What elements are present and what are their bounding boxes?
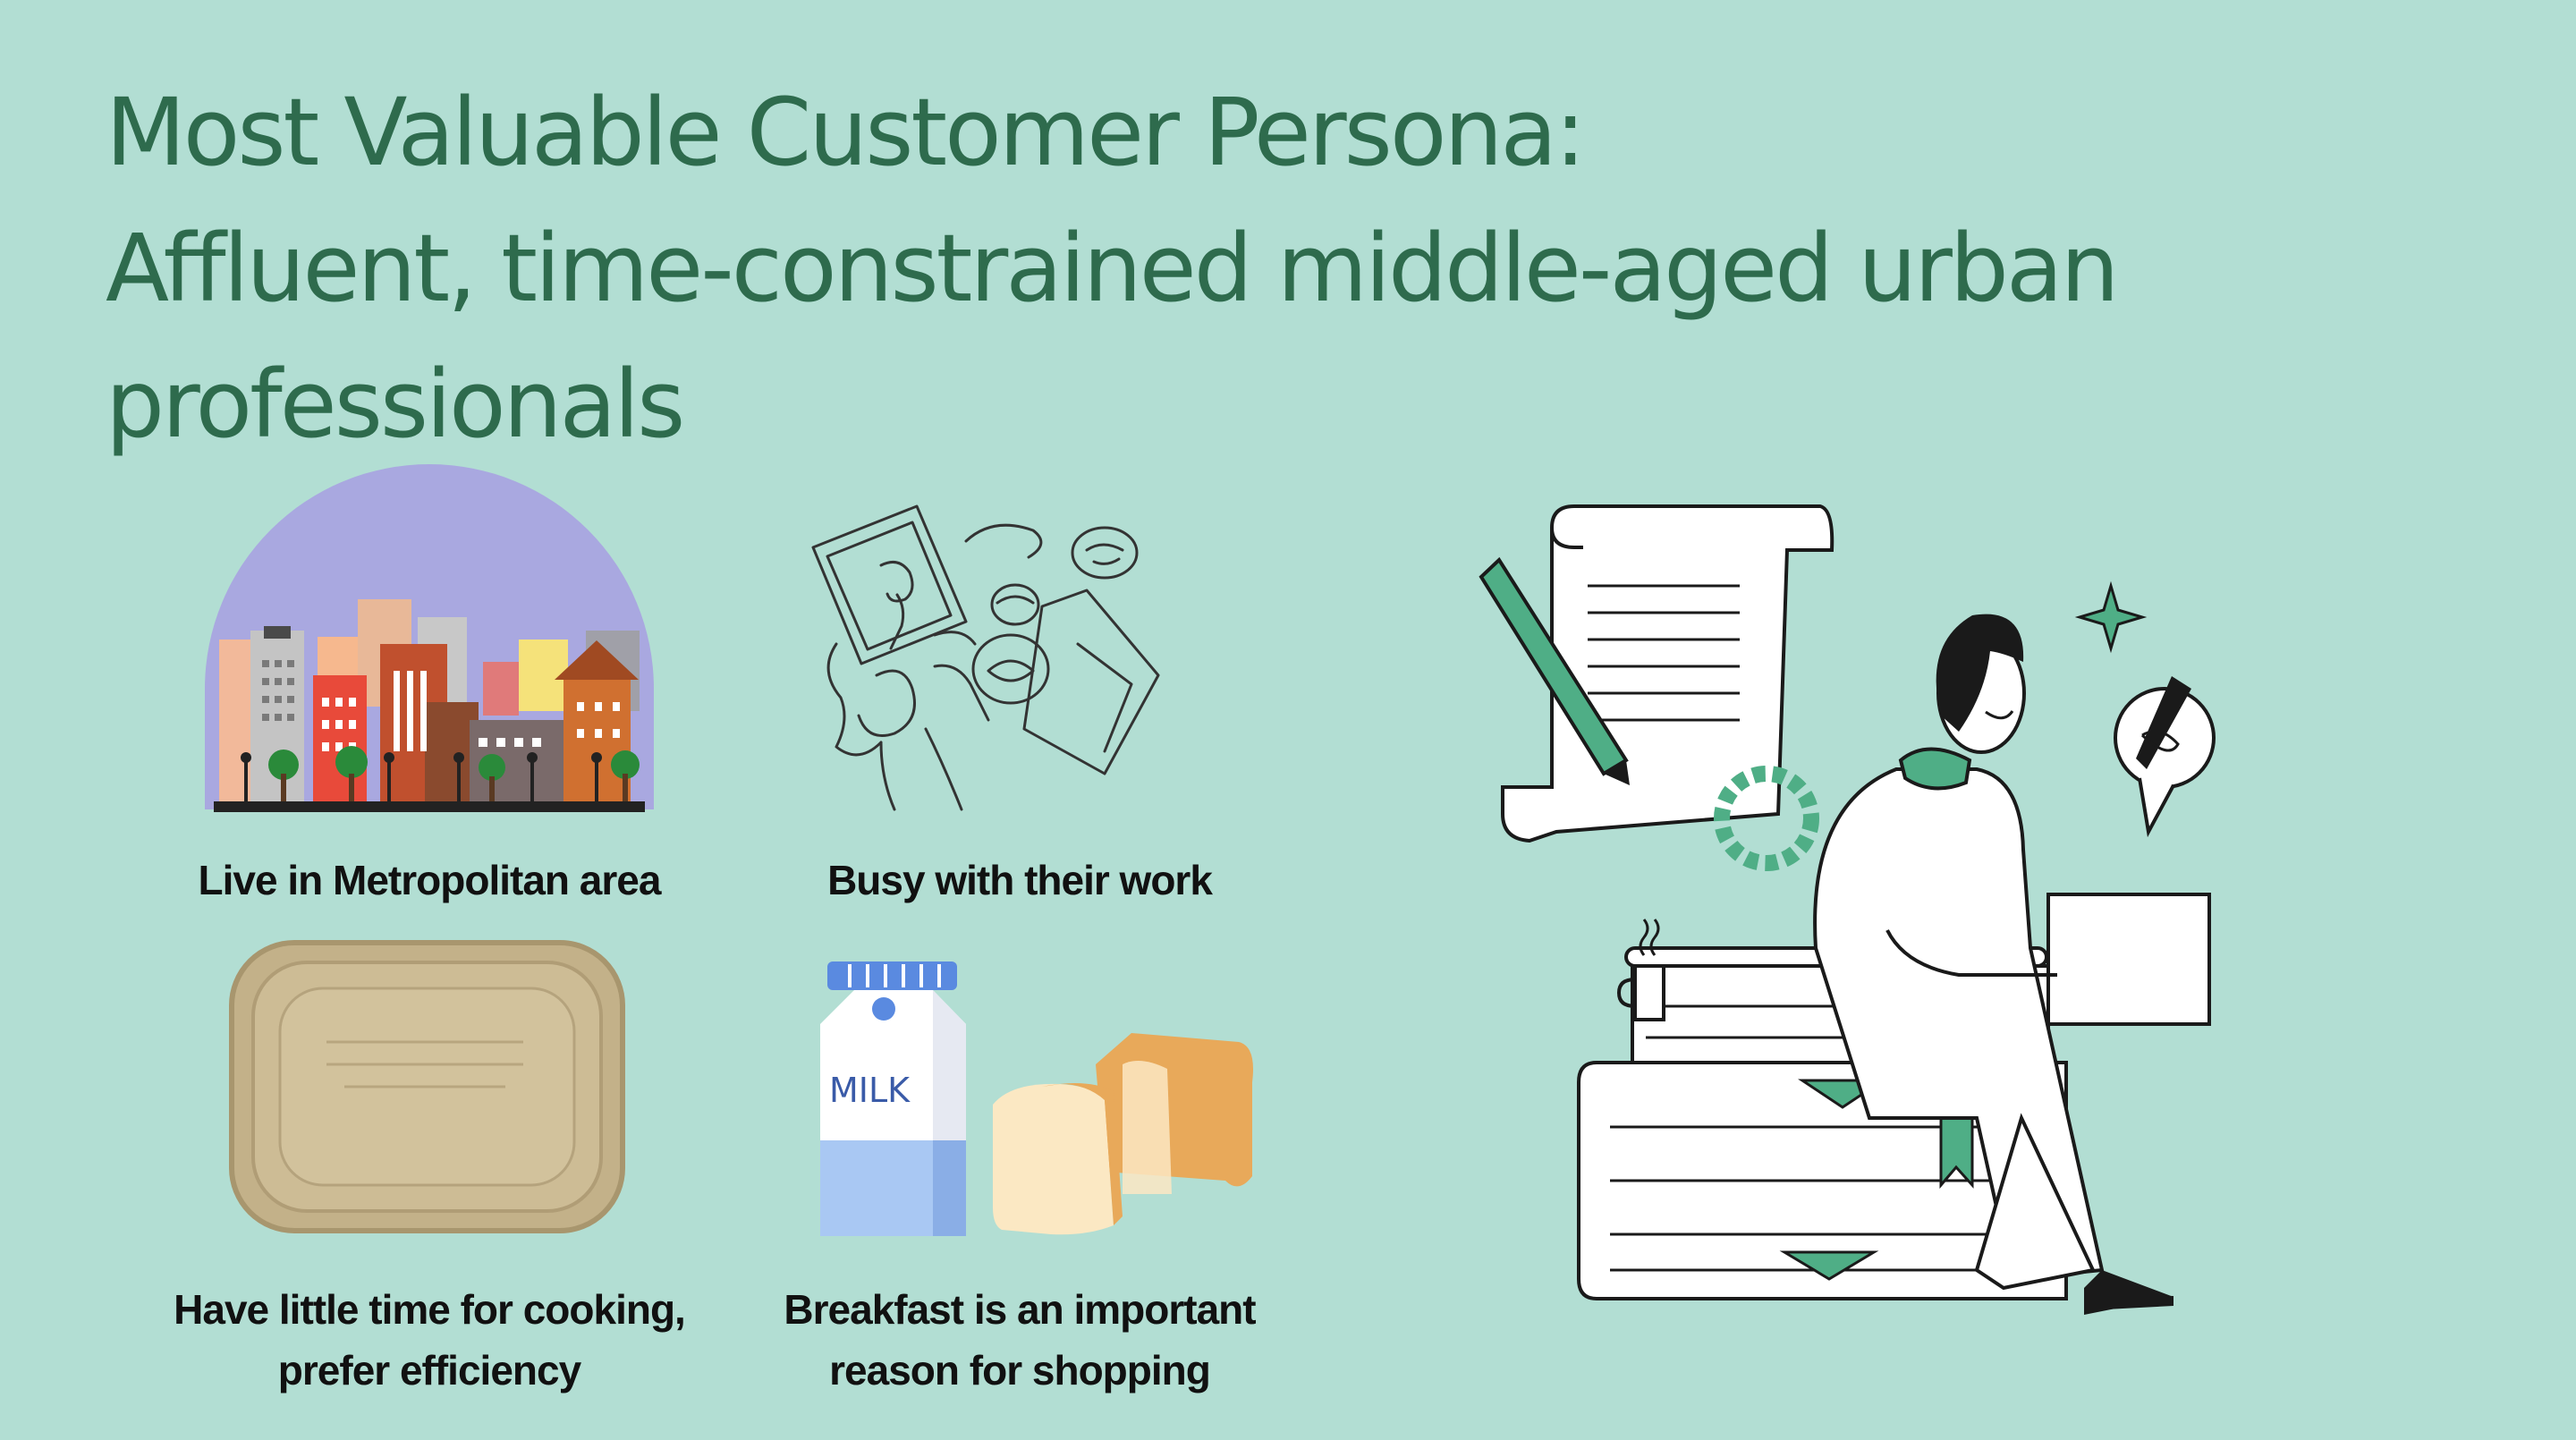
caption-line: prefer efficiency (277, 1347, 581, 1393)
sparkle-icon (2074, 580, 2148, 654)
caption-busy: Busy with their work (751, 850, 1288, 911)
gear-icon (1714, 766, 1819, 871)
title-line-1: Most Valuable Customer Persona: (106, 78, 1586, 187)
pencil-icon (1479, 556, 1630, 785)
caption-line: reason for shopping (829, 1347, 1211, 1393)
milk-label: MILK (829, 1071, 911, 1110)
persona-illustration (1479, 504, 2216, 1315)
caption-line: Breakfast is an important (784, 1286, 1256, 1333)
laptop-icon (1885, 893, 2211, 1026)
scroll-paper-icon (1501, 504, 1835, 843)
caption-line: Live in Metropolitan area (198, 857, 662, 903)
milk-bread-icon: MILK (820, 961, 1253, 1236)
coffee-mug-icon (1616, 919, 1665, 1021)
city-skyline-icon (205, 464, 654, 812)
laptop-work-sketch-icon (811, 504, 1160, 811)
page-title: Most Valuable Customer Persona: Affluent… (106, 64, 2252, 472)
caption-line: Have little time for cooking, (174, 1286, 686, 1333)
person-icon (1813, 614, 2174, 1315)
caption-cooking: Have little time for cooking, prefer eff… (116, 1279, 742, 1401)
writing-bubble-icon (2114, 676, 2216, 838)
caption-breakfast: Breakfast is an important reason for sho… (707, 1279, 1333, 1401)
title-line-3: professionals (106, 350, 685, 459)
takeout-container-icon (229, 940, 625, 1233)
title-line-2: Affluent, time-constrained middle-aged u… (106, 214, 2120, 323)
caption-metropolitan: Live in Metropolitan area (161, 850, 698, 911)
caption-line: Busy with their work (827, 857, 1213, 903)
